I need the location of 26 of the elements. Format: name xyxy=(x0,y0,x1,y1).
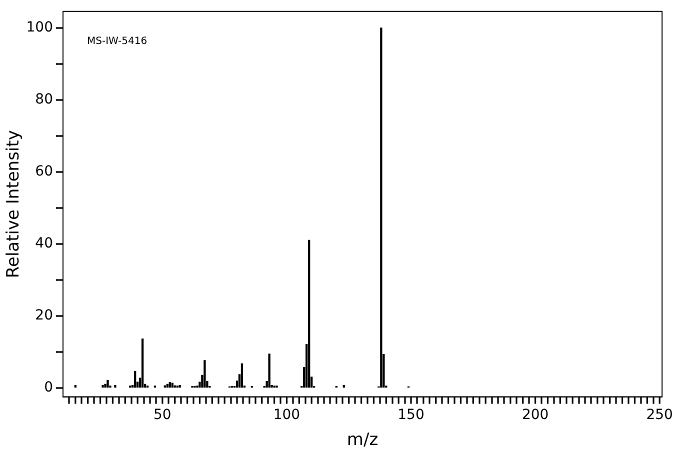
y-tick-label: 40 xyxy=(35,236,53,252)
bar xyxy=(141,338,144,388)
y-tick-label: 100 xyxy=(26,20,53,36)
x-tick-label: 50 xyxy=(154,406,172,423)
bar xyxy=(268,354,270,388)
bar xyxy=(104,384,106,388)
bar xyxy=(204,360,206,388)
x-tick-label: 250 xyxy=(646,406,673,423)
y-tick-label: 0 xyxy=(44,379,53,396)
x-tick-label: 100 xyxy=(273,406,300,423)
bar xyxy=(102,384,104,388)
x-tick-label: 150 xyxy=(398,406,424,423)
x-axis-title: m/z xyxy=(346,430,378,450)
y-axis-title: Relative Intensity xyxy=(4,130,24,278)
bar xyxy=(134,370,136,388)
bar xyxy=(380,28,382,388)
bar xyxy=(168,382,171,388)
bar xyxy=(114,384,116,388)
x-tick-label: 200 xyxy=(522,406,549,423)
annotation: MS-IW-5416 xyxy=(87,36,148,47)
bar xyxy=(240,363,244,388)
y-tick-label: 80 xyxy=(35,92,53,108)
bar xyxy=(106,380,109,388)
bar xyxy=(308,240,310,388)
y-tick-label: 20 xyxy=(35,307,53,324)
y-tick-label: 60 xyxy=(35,164,53,180)
